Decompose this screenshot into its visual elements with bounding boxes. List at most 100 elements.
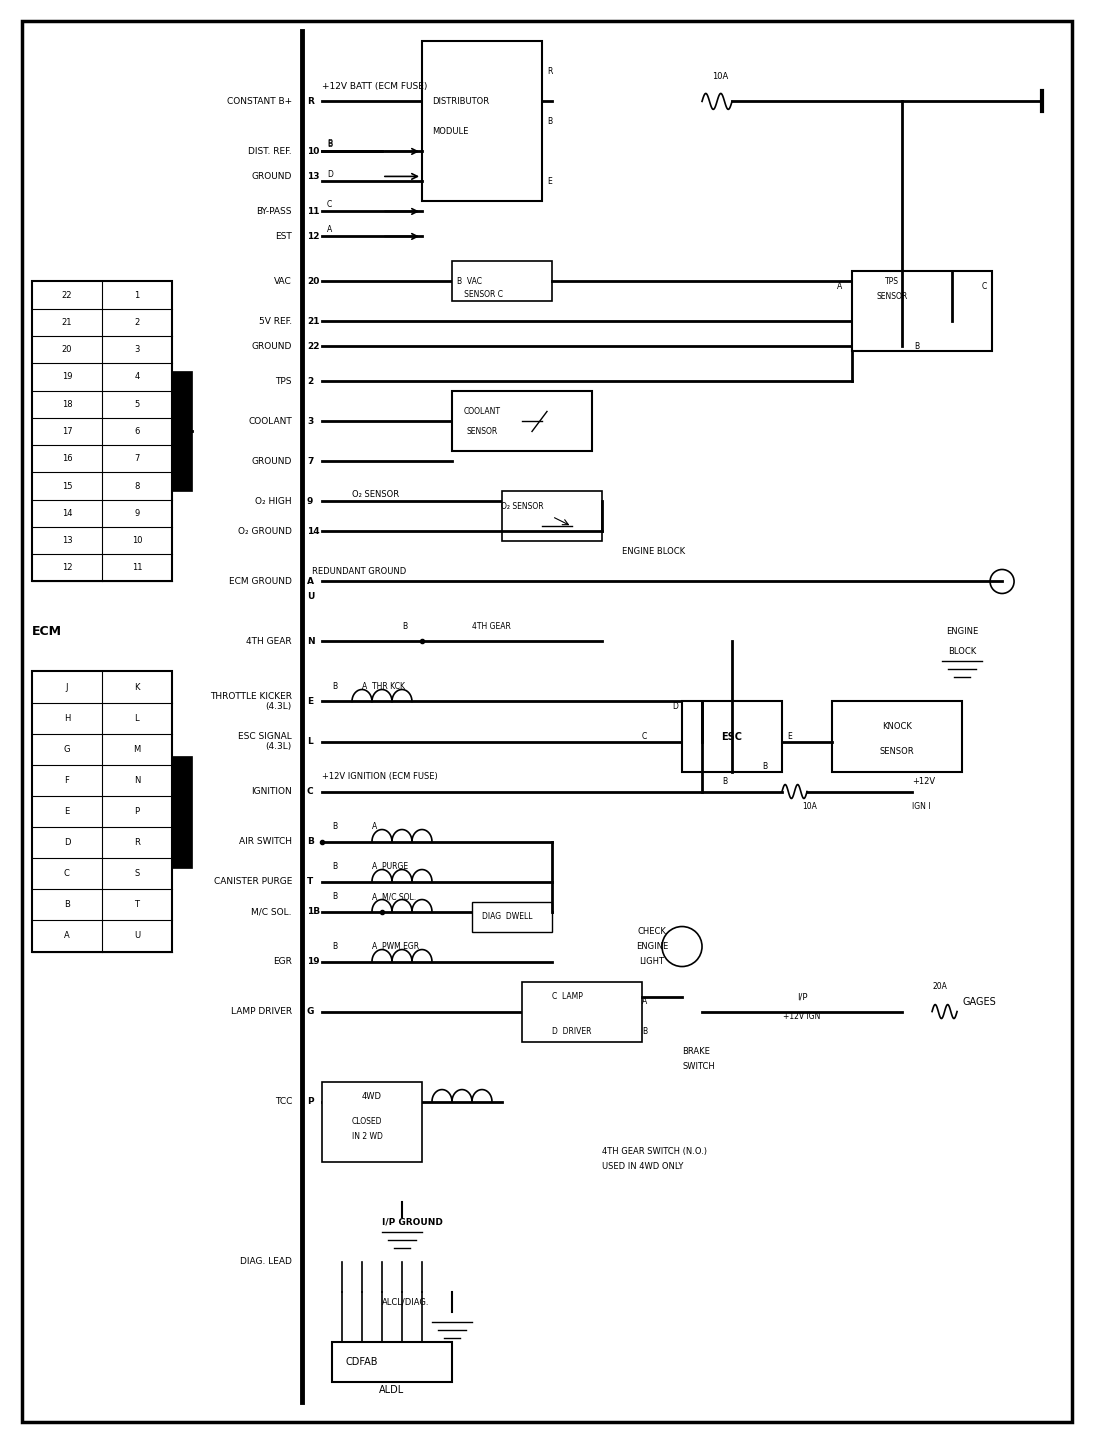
Text: GROUND: GROUND [252,342,291,351]
Text: 10: 10 [307,148,319,156]
Text: 16: 16 [62,454,72,463]
Text: ENGINE BLOCK: ENGINE BLOCK [622,547,686,556]
Text: COOLANT: COOLANT [248,417,291,426]
Text: EST: EST [275,232,291,241]
Text: 8: 8 [135,481,139,490]
Text: M/C SOL.: M/C SOL. [252,907,291,916]
Text: I/P GROUND: I/P GROUND [382,1217,443,1227]
Text: DIAG. LEAD: DIAG. LEAD [240,1257,291,1267]
Text: O₂ GROUND: O₂ GROUND [238,527,291,536]
Text: A: A [837,282,842,291]
Text: ENGINE: ENGINE [946,628,978,636]
Text: 11: 11 [307,206,319,216]
Text: SENSOR: SENSOR [877,292,907,301]
Text: ECM: ECM [32,625,62,638]
Text: R: R [134,838,140,847]
Bar [473,901,552,931]
Bar [32,672,172,952]
Text: E: E [307,696,314,706]
Text: GROUND: GROUND [252,172,291,181]
Text: H: H [64,714,71,722]
Text: B: B [332,941,337,952]
Text: D: D [64,838,71,847]
Text: MODULE: MODULE [432,128,468,136]
Text: 12: 12 [62,563,72,572]
Text: +12V: +12V [912,777,935,787]
Text: BRAKE: BRAKE [682,1048,710,1056]
Text: 1: 1 [135,291,139,299]
Text: U: U [134,931,140,940]
Text: A: A [643,997,647,1006]
Text: D: D [672,702,678,711]
Text: J: J [65,682,68,692]
Text: 1B: 1B [307,907,320,916]
Text: ALCL/DIAG.: ALCL/DIAG. [382,1297,429,1305]
Text: E: E [546,176,552,186]
Text: K: K [135,682,140,692]
Bar [832,702,962,771]
Text: C: C [983,282,987,291]
Text: CLOSED: CLOSED [352,1118,382,1126]
Text: 4TH GEAR: 4TH GEAR [246,638,291,646]
Text: R: R [546,67,552,76]
Text: 7: 7 [135,454,139,463]
Text: P: P [135,807,139,815]
Text: 7: 7 [307,457,314,466]
Text: 22: 22 [62,291,72,299]
Text: 10A: 10A [712,72,729,80]
Text: O₂ SENSOR: O₂ SENSOR [501,502,543,512]
Text: B: B [722,777,728,787]
Text: A  PURGE: A PURGE [372,863,408,871]
Text: P: P [307,1098,314,1106]
Text: 12: 12 [307,232,319,241]
Text: 2: 2 [307,377,314,385]
Text: D  DRIVER: D DRIVER [552,1027,592,1036]
Text: B: B [762,762,767,771]
Text: CDFAB: CDFAB [346,1357,379,1367]
Text: THROTTLE KICKER
(4.3L): THROTTLE KICKER (4.3L) [210,692,291,711]
Text: TPS: TPS [885,277,899,287]
Text: 10A: 10A [802,802,817,811]
Text: B: B [64,900,70,910]
Text: 4: 4 [135,373,139,381]
Text: 20: 20 [307,277,319,287]
Text: 11: 11 [131,563,142,572]
Text: 18: 18 [62,400,72,408]
Text: 22: 22 [307,342,319,351]
Bar [682,702,782,771]
Text: REDUNDANT GROUND: REDUNDANT GROUND [312,567,406,576]
Text: 5V REF.: 5V REF. [258,317,291,325]
Text: 9: 9 [135,509,139,517]
Text: D: D [327,171,332,179]
Text: B: B [327,140,332,149]
Text: +12V IGN: +12V IGN [784,1012,820,1022]
Text: 13: 13 [307,172,319,181]
Bar [172,371,192,492]
Text: C: C [643,732,647,741]
Text: N: N [134,775,140,785]
Text: CANISTER PURGE: CANISTER PURGE [213,877,291,886]
Text: C: C [64,870,70,878]
Text: IGN I: IGN I [912,802,931,811]
Text: 19: 19 [307,957,319,966]
Text: T: T [307,877,314,886]
Text: B: B [546,118,552,126]
Bar [32,281,172,582]
Text: F: F [64,775,70,785]
Text: 14: 14 [62,509,72,517]
Text: GROUND: GROUND [252,457,291,466]
Bar [322,1082,422,1162]
Text: IGNITION: IGNITION [252,787,291,795]
Text: 19: 19 [62,373,72,381]
Text: C: C [327,201,332,209]
Text: 4TH GEAR: 4TH GEAR [473,622,511,631]
Text: E: E [787,732,792,741]
Text: U: U [307,592,315,600]
Text: LAMP DRIVER: LAMP DRIVER [231,1007,291,1016]
Text: B  VAC: B VAC [457,277,482,287]
Bar [502,492,602,542]
Text: USED IN 4WD ONLY: USED IN 4WD ONLY [602,1162,683,1171]
Text: 3: 3 [135,345,139,354]
Text: KNOCK: KNOCK [882,722,912,731]
Text: SENSOR: SENSOR [466,427,498,436]
